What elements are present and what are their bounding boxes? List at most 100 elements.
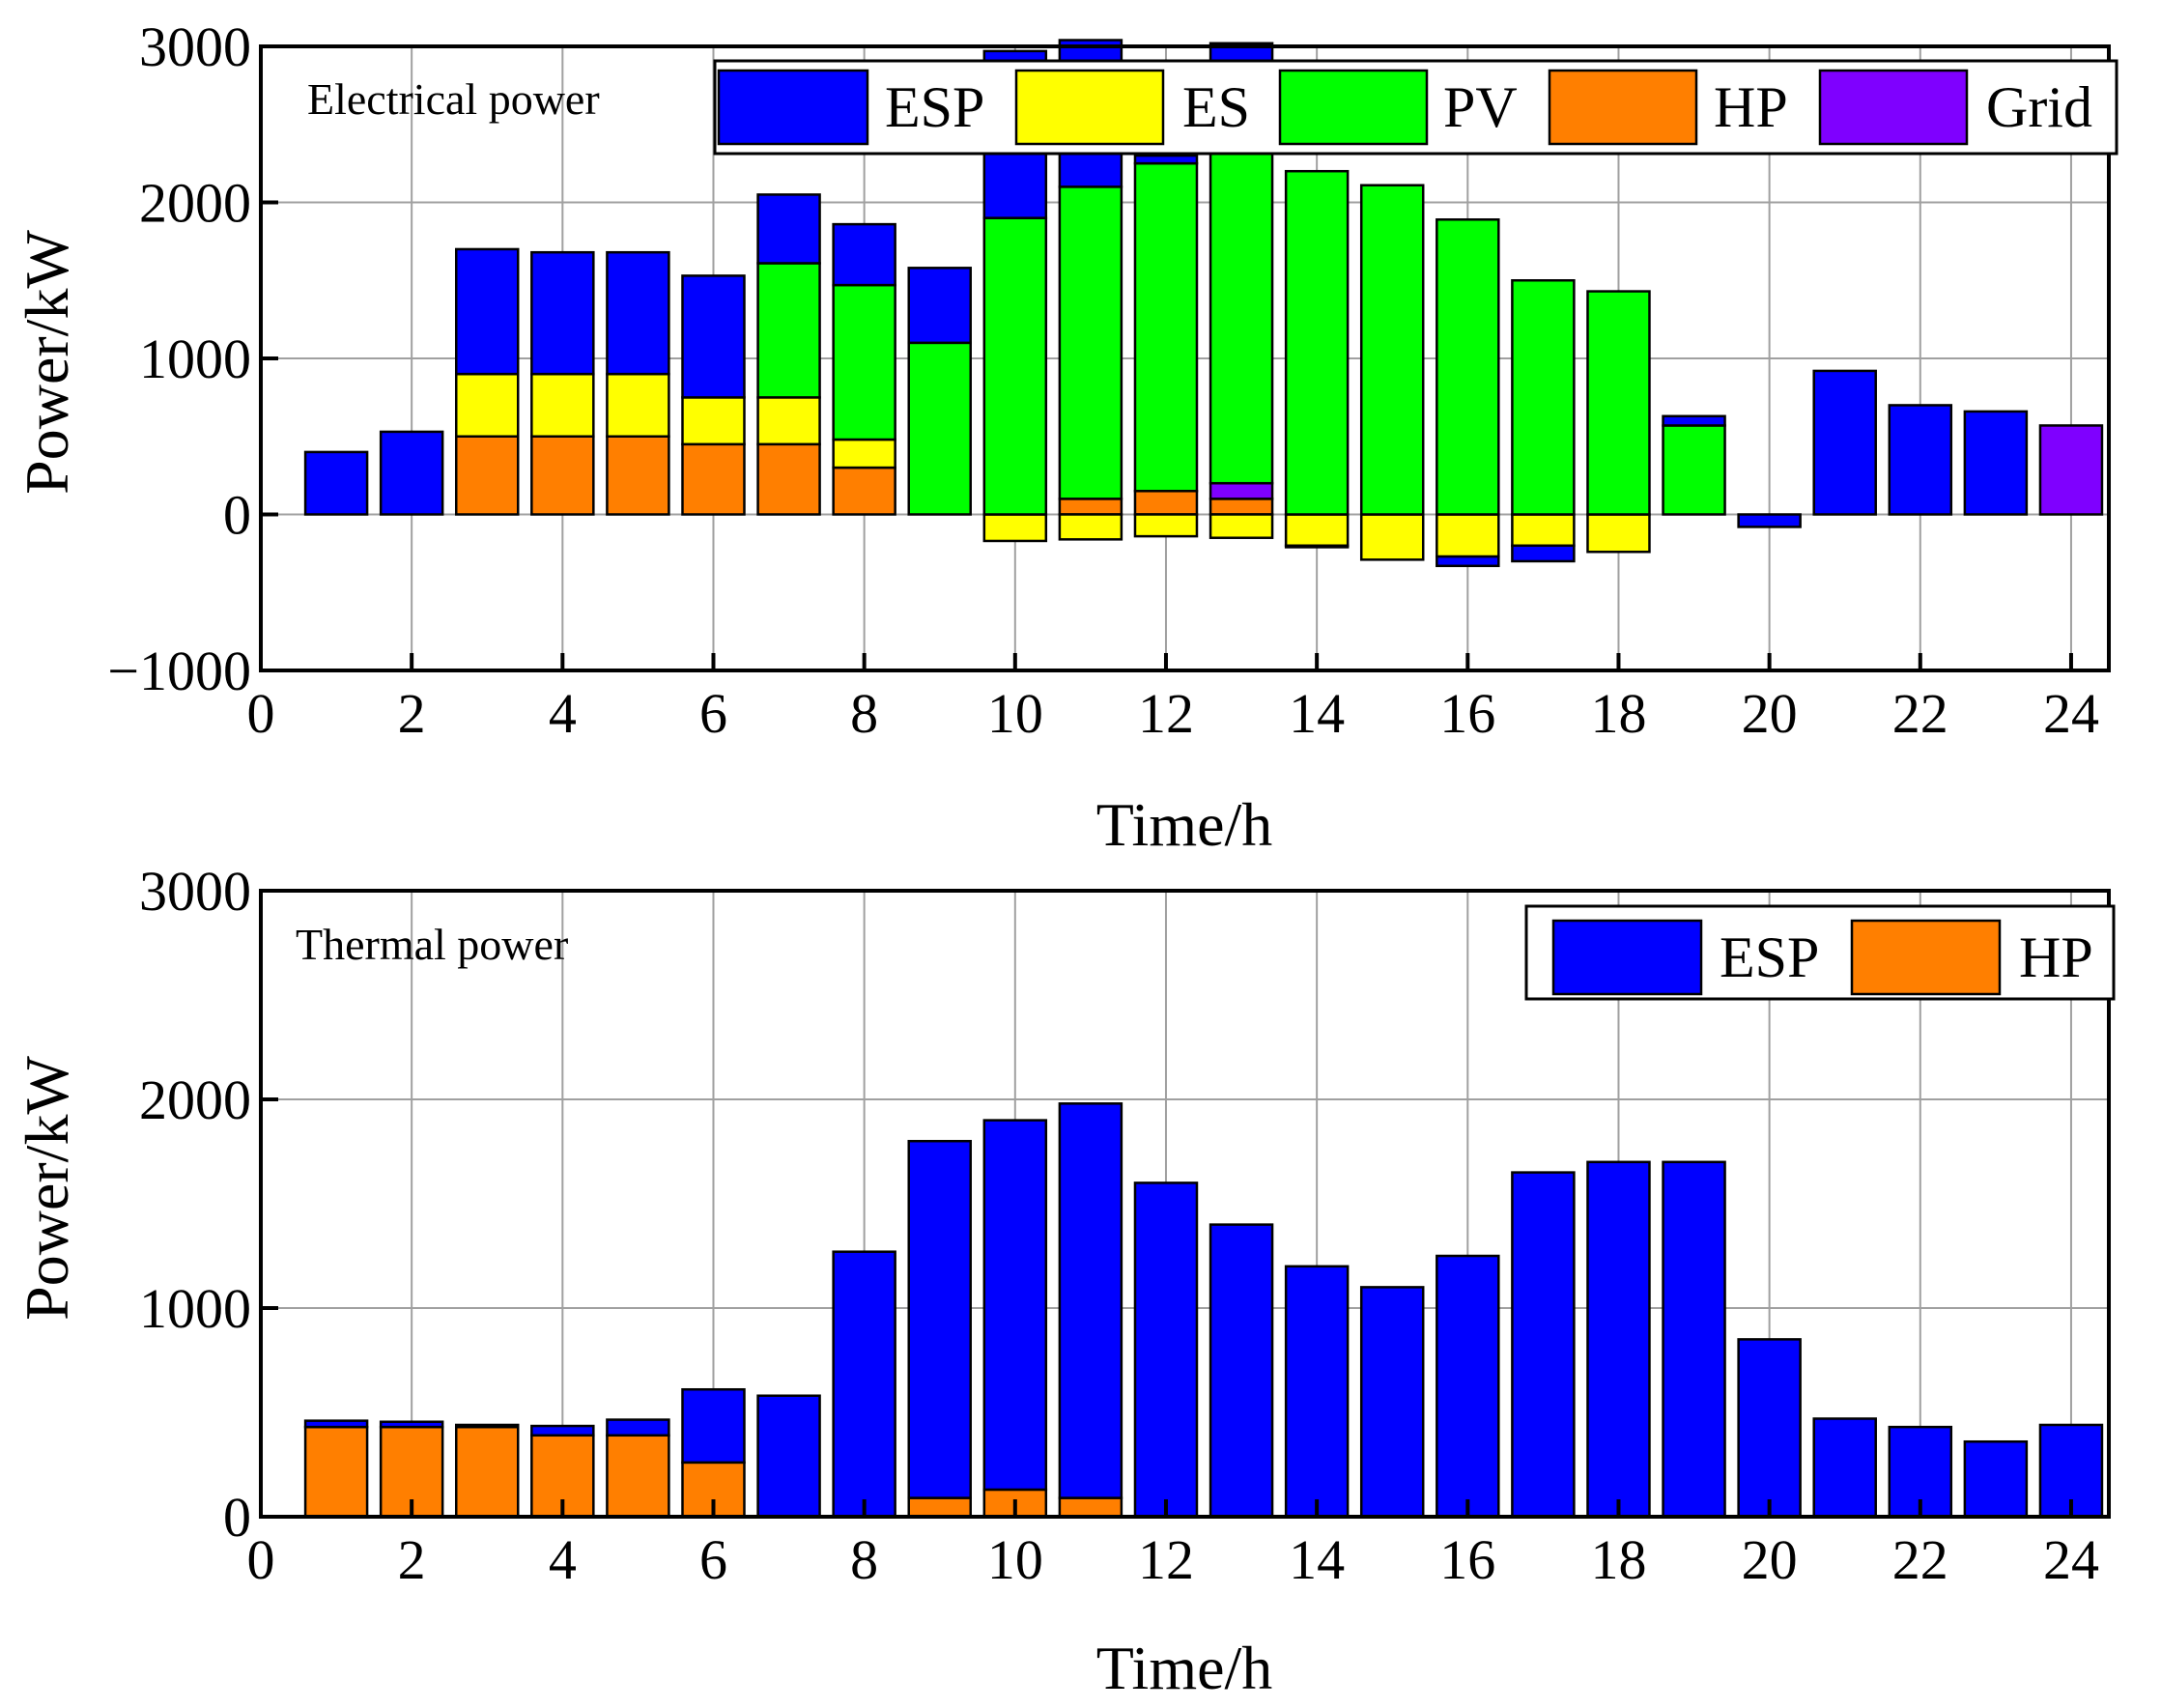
bar-es-h16 xyxy=(1436,513,1500,558)
y-tick-label: 0 xyxy=(223,484,251,547)
bar-hp-h13 xyxy=(1208,498,1274,516)
plot-frame xyxy=(259,44,2111,672)
x-tick-label: 24 xyxy=(2043,1528,2099,1591)
x-tick-label: 12 xyxy=(1138,682,1194,745)
bar-grid-h24 xyxy=(2038,424,2104,516)
x-tick-label: 14 xyxy=(1289,1528,1345,1591)
y-tick-label: 0 xyxy=(223,1486,251,1549)
bar-es-h4 xyxy=(530,372,595,438)
y-tick-label: 2000 xyxy=(139,172,251,235)
x-tick-label: 24 xyxy=(2043,682,2099,745)
bar-pv-h8 xyxy=(832,283,896,441)
x-tick-label: 10 xyxy=(987,1528,1043,1591)
bar-esp-h21 xyxy=(1812,1417,1877,1519)
bars xyxy=(303,39,2104,568)
bar-esp-h4 xyxy=(530,250,595,376)
bar-esp-h17 xyxy=(1511,544,1576,563)
legend-swatch-hp xyxy=(1850,919,2002,996)
chart-title: Thermal power xyxy=(296,920,568,969)
bar-grid-h13 xyxy=(1208,481,1274,500)
bar-hp-h3 xyxy=(454,435,520,516)
bar-hp-h11 xyxy=(1058,1496,1123,1519)
plot-frame xyxy=(259,889,2111,1519)
bar-esp-h22 xyxy=(1888,404,1953,516)
x-tick-label: 10 xyxy=(987,682,1043,745)
y-axis-label: Power/kW xyxy=(13,1056,81,1321)
chart-title: Electrical power xyxy=(307,74,600,124)
legend-label-esp: ESP xyxy=(1720,925,1819,989)
legend-swatch-grid xyxy=(1818,69,1969,146)
bar-esp-h7 xyxy=(756,1394,821,1519)
legend-label-es: ES xyxy=(1182,75,1250,139)
bar-pv-h19 xyxy=(1662,424,1726,516)
bar-es-h13 xyxy=(1208,513,1274,539)
x-tick-label: 6 xyxy=(699,682,727,745)
bar-esp-h8 xyxy=(832,1250,896,1519)
y-tick-label: 1000 xyxy=(139,327,251,390)
x-tick-label: 16 xyxy=(1439,1528,1495,1591)
bar-esp-h20 xyxy=(1737,1338,1802,1519)
bar-esp-h6 xyxy=(681,1387,746,1465)
legend-swatch-es xyxy=(1014,69,1165,146)
bar-esp-h2 xyxy=(379,1420,444,1429)
bar-esp-h6 xyxy=(681,274,746,399)
legend-swatch-hp xyxy=(1548,69,1698,146)
bar-es-h7 xyxy=(756,396,821,446)
y-tick-labels: −1000 0 1000 2000 3000 xyxy=(107,15,251,702)
bar-hp-h5 xyxy=(606,1434,670,1519)
bar-esp-h20 xyxy=(1737,513,1802,528)
x-tick-label: 18 xyxy=(1590,1528,1646,1591)
legend: ESP ES PV HP Grid xyxy=(713,59,2118,156)
bar-esp-h9 xyxy=(907,1139,972,1499)
legend-swatch-pv xyxy=(1278,69,1429,146)
bar-esp-h16 xyxy=(1436,555,1500,568)
bar-es-h6 xyxy=(681,396,746,446)
x-tick-label: 8 xyxy=(850,682,878,745)
bar-es-h5 xyxy=(606,372,670,438)
x-tick-label: 16 xyxy=(1439,682,1495,745)
bar-es-h11 xyxy=(1058,513,1123,541)
x-tick-label: 4 xyxy=(549,682,577,745)
bar-es-h8 xyxy=(832,438,896,470)
legend-swatch-esp xyxy=(1551,919,1703,996)
y-axis-label: Power/kW xyxy=(13,230,81,495)
bar-esp-h4 xyxy=(530,1424,595,1438)
bar-hp-h11 xyxy=(1058,498,1123,516)
bar-esp-h21 xyxy=(1812,369,1877,516)
bar-pv-h12 xyxy=(1133,161,1199,493)
x-tick-label: 6 xyxy=(699,1528,727,1591)
bar-es-h17 xyxy=(1511,513,1576,548)
bar-esp-h19 xyxy=(1662,1160,1726,1519)
bar-esp-h18 xyxy=(1586,1160,1651,1519)
bar-esp-h7 xyxy=(756,193,821,265)
bar-pv-h18 xyxy=(1586,290,1651,516)
bar-pv-h11 xyxy=(1058,185,1123,500)
bar-esp-h2 xyxy=(379,430,444,516)
y-tick-label: 1000 xyxy=(139,1277,251,1340)
x-tick-label: 20 xyxy=(1742,1528,1798,1591)
bar-pv-h17 xyxy=(1511,279,1576,516)
y-tick-label: 3000 xyxy=(139,860,251,923)
legend-label-grid: Grid xyxy=(1986,75,2092,139)
bar-pv-h16 xyxy=(1436,218,1500,516)
bar-hp-h3 xyxy=(454,1425,520,1519)
bar-hp-h4 xyxy=(530,435,595,516)
x-tick-label: 8 xyxy=(850,1528,878,1591)
legend-label-hp: HP xyxy=(1714,75,1788,139)
bar-esp-h1 xyxy=(303,450,369,516)
bar-esp-h17 xyxy=(1511,1171,1576,1519)
bar-esp-h15 xyxy=(1359,1286,1425,1519)
electrical-power-chart: 0 2 4 6 8 10 12 14 16 18 20 22 24 −10000100020003000… xyxy=(13,15,2118,859)
bar-esp-h5 xyxy=(606,1418,670,1438)
x-tick-label: 22 xyxy=(1892,682,1948,745)
bar-hp-h5 xyxy=(606,435,670,516)
x-tick-label: 0 xyxy=(247,1528,275,1591)
x-tick-label: 0 xyxy=(247,682,275,745)
legend-label-esp: ESP xyxy=(885,75,984,139)
bar-esp-h16 xyxy=(1436,1254,1500,1519)
x-axis-label: Time/h xyxy=(1096,790,1273,859)
bar-esp-h23 xyxy=(1963,410,2029,516)
bar-esp-h11 xyxy=(1058,1102,1123,1499)
bar-pv-h10 xyxy=(982,216,1048,516)
